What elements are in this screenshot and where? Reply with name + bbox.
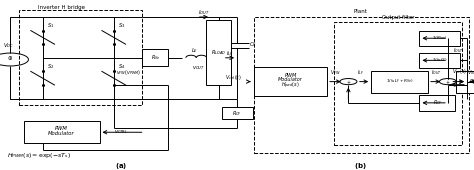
Text: $V_{FIN}$: $V_{FIN}$ bbox=[330, 69, 340, 77]
Text: $S_4$: $S_4$ bbox=[118, 62, 126, 71]
Bar bbox=[142, 49, 168, 66]
Text: $+$: $+$ bbox=[445, 78, 451, 86]
Text: $V_{oc}(s)$: $V_{oc}(s)$ bbox=[467, 68, 474, 77]
Text: $R_{lfe}$: $R_{lfe}$ bbox=[151, 53, 160, 62]
Text: $V_{oc}(s)$: $V_{oc}(s)$ bbox=[452, 67, 467, 76]
Text: $1/(sC_F)$: $1/(sC_F)$ bbox=[432, 57, 447, 64]
Text: $1/(sL_F+R_{lfe})$: $1/(sL_F+R_{lfe})$ bbox=[386, 78, 413, 85]
Text: $H_{PWM}(s)=\exp(-sT_s)$: $H_{PWM}(s)=\exp(-sT_s)$ bbox=[7, 151, 71, 160]
Text: PWM: PWM bbox=[55, 126, 68, 131]
Text: Modulator: Modulator bbox=[278, 76, 303, 82]
Text: $V_{DC}$: $V_{DC}$ bbox=[2, 41, 14, 50]
Text: $I_{OUT}$: $I_{OUT}$ bbox=[453, 47, 463, 55]
Text: $v_{CTRL}$: $v_{CTRL}$ bbox=[114, 128, 128, 136]
Text: $R_{CF}$: $R_{CF}$ bbox=[432, 98, 442, 107]
Text: $\bf{(a)}$: $\bf{(a)}$ bbox=[115, 161, 127, 170]
Text: $S_2$: $S_2$ bbox=[47, 62, 55, 71]
Bar bbox=[24, 121, 100, 143]
Text: $I_{OUT}$: $I_{OUT}$ bbox=[198, 8, 210, 17]
Bar bbox=[419, 53, 460, 68]
Bar bbox=[419, 95, 455, 110]
Bar bbox=[334, 22, 462, 144]
Text: $R_{CF}$: $R_{CF}$ bbox=[232, 109, 242, 117]
Text: $v_{OUT}$: $v_{OUT}$ bbox=[191, 64, 205, 72]
Text: $I_{OUT}$: $I_{OUT}$ bbox=[431, 69, 441, 77]
Text: Output filter: Output filter bbox=[382, 15, 414, 20]
Bar bbox=[254, 17, 469, 153]
Text: $\bf{(b)}$: $\bf{(b)}$ bbox=[354, 161, 366, 170]
Text: $S_3$: $S_3$ bbox=[118, 21, 126, 30]
Bar bbox=[222, 107, 253, 119]
Text: $I_{LF}$: $I_{LF}$ bbox=[226, 49, 234, 58]
Text: PWM: PWM bbox=[284, 73, 297, 78]
Bar bbox=[206, 20, 231, 85]
Text: $S_1$: $S_1$ bbox=[47, 21, 55, 30]
Text: $R_{LOAD}$: $R_{LOAD}$ bbox=[211, 48, 226, 57]
Text: Modulator: Modulator bbox=[48, 131, 75, 136]
Text: $1/R_{load}$: $1/R_{load}$ bbox=[432, 35, 447, 42]
Bar bbox=[254, 67, 327, 96]
Text: Inverter H bridge: Inverter H bridge bbox=[38, 5, 85, 10]
Text: $+$: $+$ bbox=[346, 78, 351, 86]
Text: $v_{FIN}(v_{PWM})$: $v_{FIN}(v_{PWM})$ bbox=[116, 68, 141, 77]
Bar bbox=[456, 71, 474, 93]
Bar bbox=[19, 10, 142, 105]
Text: $I_{LF}$: $I_{LF}$ bbox=[356, 69, 364, 77]
Text: $V_{ctrl}(s)$: $V_{ctrl}(s)$ bbox=[225, 73, 242, 82]
Bar bbox=[371, 71, 428, 93]
Text: $C_F$: $C_F$ bbox=[249, 40, 257, 49]
Text: $R_{CF}$: $R_{CF}$ bbox=[469, 77, 474, 86]
Bar bbox=[419, 31, 460, 46]
Text: Plant: Plant bbox=[353, 8, 367, 14]
Text: $\oplus$: $\oplus$ bbox=[8, 54, 13, 63]
Text: $L_E$: $L_E$ bbox=[191, 46, 198, 55]
Text: $H_{pwd}(s)$: $H_{pwd}(s)$ bbox=[281, 81, 300, 91]
